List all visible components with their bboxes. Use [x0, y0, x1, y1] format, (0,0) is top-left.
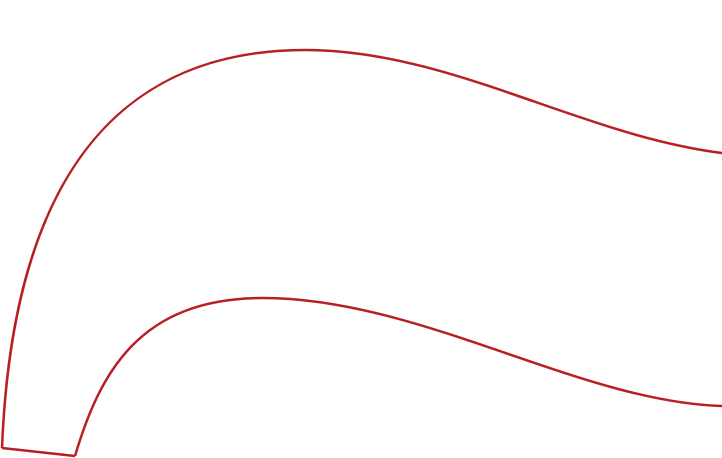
- inner-curve: [73, 296, 722, 457]
- base-edge: [1, 446, 76, 458]
- outer-curve: [0, 48, 722, 449]
